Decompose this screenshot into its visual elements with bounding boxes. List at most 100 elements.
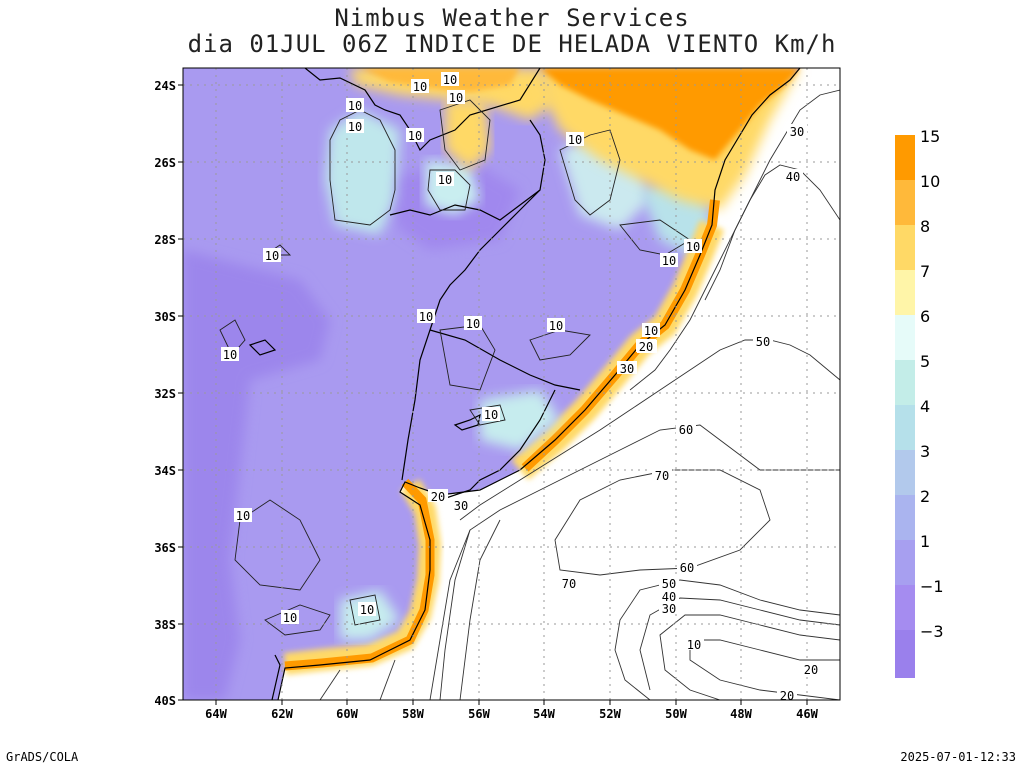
contour-label: 50 (753, 334, 773, 349)
svg-text:10: 10 (360, 603, 374, 617)
svg-text:30: 30 (620, 362, 634, 376)
map-title: Nimbus Weather Services (334, 4, 690, 32)
svg-text:70: 70 (655, 469, 669, 483)
svg-text:10: 10 (686, 240, 700, 254)
lat-label: 40S (154, 694, 176, 708)
svg-text:10: 10 (223, 348, 237, 362)
colorbar-swatch (895, 135, 915, 180)
colorbar-swatch (895, 405, 915, 450)
contour-label: 30 (617, 361, 637, 376)
map-plot-area: 10 10 10 10 10 10 10 10 10 10 10 10 10 1… (183, 68, 840, 703)
svg-text:50: 50 (662, 577, 676, 591)
lat-label: 34S (154, 464, 176, 478)
colorbar-swatch (895, 225, 915, 270)
lon-label: 50W (665, 707, 687, 721)
svg-text:10: 10 (443, 73, 457, 87)
svg-text:10: 10 (687, 638, 701, 652)
svg-text:10: 10 (466, 317, 480, 331)
colorbar-swatch (895, 495, 915, 540)
colorbar-swatch (895, 270, 915, 315)
colorbar-label: 6 (920, 307, 930, 326)
svg-text:20: 20 (431, 490, 445, 504)
contour-label: 10 (411, 79, 429, 94)
contour-label: 70 (559, 576, 579, 591)
coastline (277, 68, 801, 700)
lat-label: 38S (154, 618, 176, 632)
contour-label: 70 (652, 468, 672, 483)
colorbar-swatch (895, 450, 915, 495)
colorbar-swatch (895, 540, 915, 585)
contour-label: 10 (406, 128, 424, 143)
colorbar-swatch (895, 585, 915, 630)
svg-text:30: 30 (454, 499, 468, 513)
colorbar-swatch (895, 360, 915, 405)
svg-text:70: 70 (562, 577, 576, 591)
colorbar: 15 10 8 7 6 5 4 3 2 1 −1 −3 (895, 127, 944, 678)
svg-text:10: 10 (568, 133, 582, 147)
land-contour-labels: 10 10 10 10 10 10 10 10 10 10 10 10 10 1… (221, 72, 702, 625)
svg-text:10: 10 (283, 611, 297, 625)
contour-label: 10 (346, 119, 364, 134)
svg-text:10: 10 (644, 324, 658, 338)
contour-label: 20 (636, 339, 656, 354)
svg-text:10: 10 (348, 120, 362, 134)
map-subtitle: dia 01JUL 06Z INDICE DE HELADA VIENTO Km… (187, 30, 837, 58)
svg-text:40: 40 (786, 170, 800, 184)
svg-text:20: 20 (804, 663, 818, 677)
colorbar-label: 4 (920, 397, 930, 416)
sea-contours (319, 89, 840, 700)
land-mass (183, 68, 800, 700)
colorbar-label: 1 (920, 532, 930, 551)
contour-label: 30 (659, 601, 679, 616)
land-contours (219, 99, 691, 636)
contour-label: 10 (263, 248, 281, 263)
contour-label: 40 (783, 169, 803, 184)
contour-label: 10 (684, 637, 704, 652)
colorbar-label: 7 (920, 262, 930, 281)
contour-label: 10 (660, 253, 678, 268)
lat-label: 24S (154, 79, 176, 93)
svg-text:10: 10 (236, 509, 250, 523)
svg-text:10: 10 (549, 319, 563, 333)
contour-label: 10 (234, 508, 252, 523)
contour-label: 10 (464, 316, 482, 331)
longitude-axis: 64W 62W 60W 58W 56W 54W 52W 50W 48W 46W (205, 700, 819, 721)
lat-label: 36S (154, 541, 176, 555)
contour-label: 10 (358, 602, 376, 617)
svg-text:10: 10 (438, 173, 452, 187)
contour-label: 30 (451, 498, 471, 513)
svg-text:10: 10 (662, 254, 676, 268)
colorbar-label: −3 (920, 622, 944, 641)
contour-label: 20 (428, 489, 448, 504)
svg-text:10: 10 (413, 80, 427, 94)
contour-label: 20 (801, 662, 821, 677)
contour-label: 60 (677, 560, 697, 575)
contour-label: 10 (436, 172, 454, 187)
svg-text:30: 30 (790, 125, 804, 139)
lon-label: 64W (205, 707, 227, 721)
svg-text:10: 10 (408, 129, 422, 143)
lon-label: 56W (468, 707, 490, 721)
svg-text:60: 60 (680, 561, 694, 575)
contour-label: 10 (447, 90, 465, 105)
latitude-axis: 24S 26S 28S 30S 32S 34S 36S 38S 40S (154, 79, 183, 708)
svg-text:20: 20 (780, 689, 794, 703)
svg-text:20: 20 (639, 340, 653, 354)
lon-label: 48W (730, 707, 752, 721)
colorbar-label: 8 (920, 217, 930, 236)
lat-label: 28S (154, 233, 176, 247)
lon-label: 52W (599, 707, 621, 721)
svg-text:10: 10 (419, 310, 433, 324)
contour-label: 10 (441, 72, 459, 87)
lat-label: 30S (154, 310, 176, 324)
svg-text:50: 50 (756, 335, 770, 349)
svg-text:10: 10 (348, 99, 362, 113)
contour-label: 10 (221, 347, 239, 362)
colorbar-swatch (895, 630, 915, 678)
svg-text:10: 10 (484, 408, 498, 422)
colorbar-label: −1 (920, 577, 944, 596)
svg-text:30: 30 (662, 602, 676, 616)
contour-label: 10 (482, 407, 500, 422)
lon-label: 60W (336, 707, 358, 721)
